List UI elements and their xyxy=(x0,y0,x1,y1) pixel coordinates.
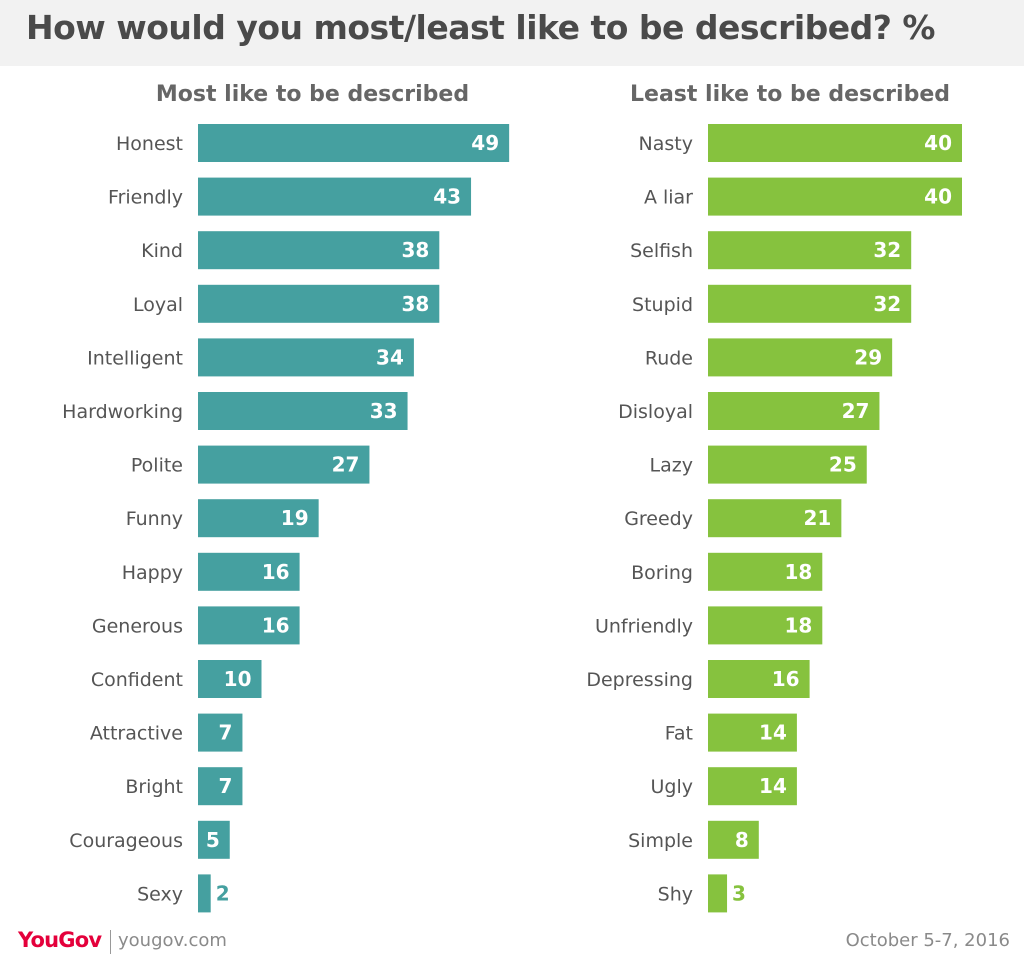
least-bar-stupid xyxy=(708,284,912,323)
most-category-label: Confident xyxy=(91,669,183,691)
most-value-label: 43 xyxy=(433,185,461,209)
most-value-label: 27 xyxy=(332,453,360,477)
least-category-label: Stupid xyxy=(632,294,693,316)
chart-title: How would you most/least like to be desc… xyxy=(26,8,936,47)
least-bar-greedy xyxy=(708,499,842,538)
most-value-label: 2 xyxy=(216,881,230,905)
least-bar-boring xyxy=(708,552,823,591)
most-category-label: Intelligent xyxy=(87,347,183,369)
least-value-label: 21 xyxy=(804,506,832,530)
least-value-label: 3 xyxy=(732,881,746,905)
least-bar-rude xyxy=(708,338,893,377)
least-category-label: Selfish xyxy=(630,240,693,262)
most-bar-intelligent xyxy=(198,338,414,377)
least-panel-title: Least like to be described xyxy=(630,82,950,107)
least-category-label: Nasty xyxy=(639,133,693,155)
most-category-label: Generous xyxy=(92,615,183,637)
most-value-label: 38 xyxy=(401,292,429,316)
least-category-label: Disloyal xyxy=(618,401,693,423)
most-bar-friendly xyxy=(198,177,472,216)
most-bar-generous xyxy=(198,606,300,645)
least-category-label: Depressing xyxy=(586,669,693,691)
least-value-label: 29 xyxy=(854,345,882,369)
most-bar-honest xyxy=(198,124,510,162)
least-bar-nasty xyxy=(708,124,962,162)
most-value-label: 33 xyxy=(370,399,398,423)
footer-url[interactable]: yougov.com xyxy=(118,930,227,951)
most-bar-bright xyxy=(198,767,243,806)
most-category-label: Loyal xyxy=(133,294,183,316)
least-category-label: Boring xyxy=(631,562,693,584)
most-value-label: 5 xyxy=(206,828,220,852)
most-value-label: 38 xyxy=(401,238,429,262)
least-value-label: 8 xyxy=(735,828,749,852)
footer-divider xyxy=(110,930,111,954)
least-category-label: Rude xyxy=(645,347,693,369)
most-value-label: 16 xyxy=(262,613,290,637)
most-value-label: 49 xyxy=(471,131,499,155)
least-value-label: 14 xyxy=(759,721,787,745)
least-bar-fat xyxy=(708,713,797,752)
most-value-label: 19 xyxy=(281,506,309,530)
footer-date: October 5-7, 2016 xyxy=(845,930,1010,951)
most-value-label: 7 xyxy=(219,774,233,798)
most-category-label: Courageous xyxy=(69,830,183,852)
least-category-label: Simple xyxy=(628,830,693,852)
most-bar-confident xyxy=(198,660,262,698)
least-category-label: Lazy xyxy=(650,455,693,477)
least-category-label: Shy xyxy=(658,883,693,905)
least-value-label: 16 xyxy=(772,667,800,691)
least-value-label: 32 xyxy=(873,238,901,262)
least-bar-unfriendly xyxy=(708,606,823,645)
least-category-label: Greedy xyxy=(624,508,693,530)
least-bar-simple xyxy=(708,820,759,859)
least-category-label: A liar xyxy=(644,187,693,209)
most-category-label: Kind xyxy=(141,240,183,262)
most-panel-title: Most like to be described xyxy=(155,82,470,107)
least-category-label: Ugly xyxy=(651,776,694,798)
least-bar-depressing xyxy=(708,660,810,698)
most-category-label: Polite xyxy=(131,455,183,477)
most-bar-sexy xyxy=(198,874,211,913)
least-bar-a-liar xyxy=(708,177,962,216)
least-value-label: 40 xyxy=(924,185,952,209)
most-bar-polite xyxy=(198,445,370,484)
most-category-label: Friendly xyxy=(108,187,183,209)
least-value-label: 40 xyxy=(924,131,952,155)
most-value-label: 10 xyxy=(224,667,252,691)
most-value-label: 16 xyxy=(262,560,290,584)
most-bar-hardworking xyxy=(198,392,408,430)
least-bar-disloyal xyxy=(708,392,880,430)
most-bar-kind xyxy=(198,231,440,270)
most-category-label: Sexy xyxy=(137,883,183,905)
least-value-label: 25 xyxy=(829,453,857,477)
least-bar-ugly xyxy=(708,767,797,806)
most-bar-loyal xyxy=(198,284,440,323)
least-bar-shy xyxy=(708,874,728,913)
least-value-label: 18 xyxy=(784,560,812,584)
most-category-label: Funny xyxy=(126,508,183,530)
most-bar-funny xyxy=(198,499,319,538)
least-value-label: 18 xyxy=(784,613,812,637)
yougov-logo: YouGov xyxy=(18,928,102,952)
most-category-label: Hardworking xyxy=(62,401,183,423)
least-category-label: Fat xyxy=(665,723,693,745)
most-bar-happy xyxy=(198,552,300,591)
least-bar-selfish xyxy=(708,231,912,270)
most-category-label: Bright xyxy=(125,776,183,798)
most-category-label: Honest xyxy=(116,133,183,155)
most-category-label: Happy xyxy=(122,562,183,584)
most-bar-courageous xyxy=(198,820,230,859)
least-value-label: 14 xyxy=(759,774,787,798)
most-value-label: 7 xyxy=(219,721,233,745)
header-bar: How would you most/least like to be desc… xyxy=(0,0,1024,66)
least-bar-lazy xyxy=(708,445,867,484)
most-category-label: Attractive xyxy=(90,723,183,745)
least-value-label: 27 xyxy=(842,399,870,423)
least-category-label: Unfriendly xyxy=(595,615,693,637)
most-bar-attractive xyxy=(198,713,243,752)
most-value-label: 34 xyxy=(376,345,404,369)
least-value-label: 32 xyxy=(873,292,901,316)
